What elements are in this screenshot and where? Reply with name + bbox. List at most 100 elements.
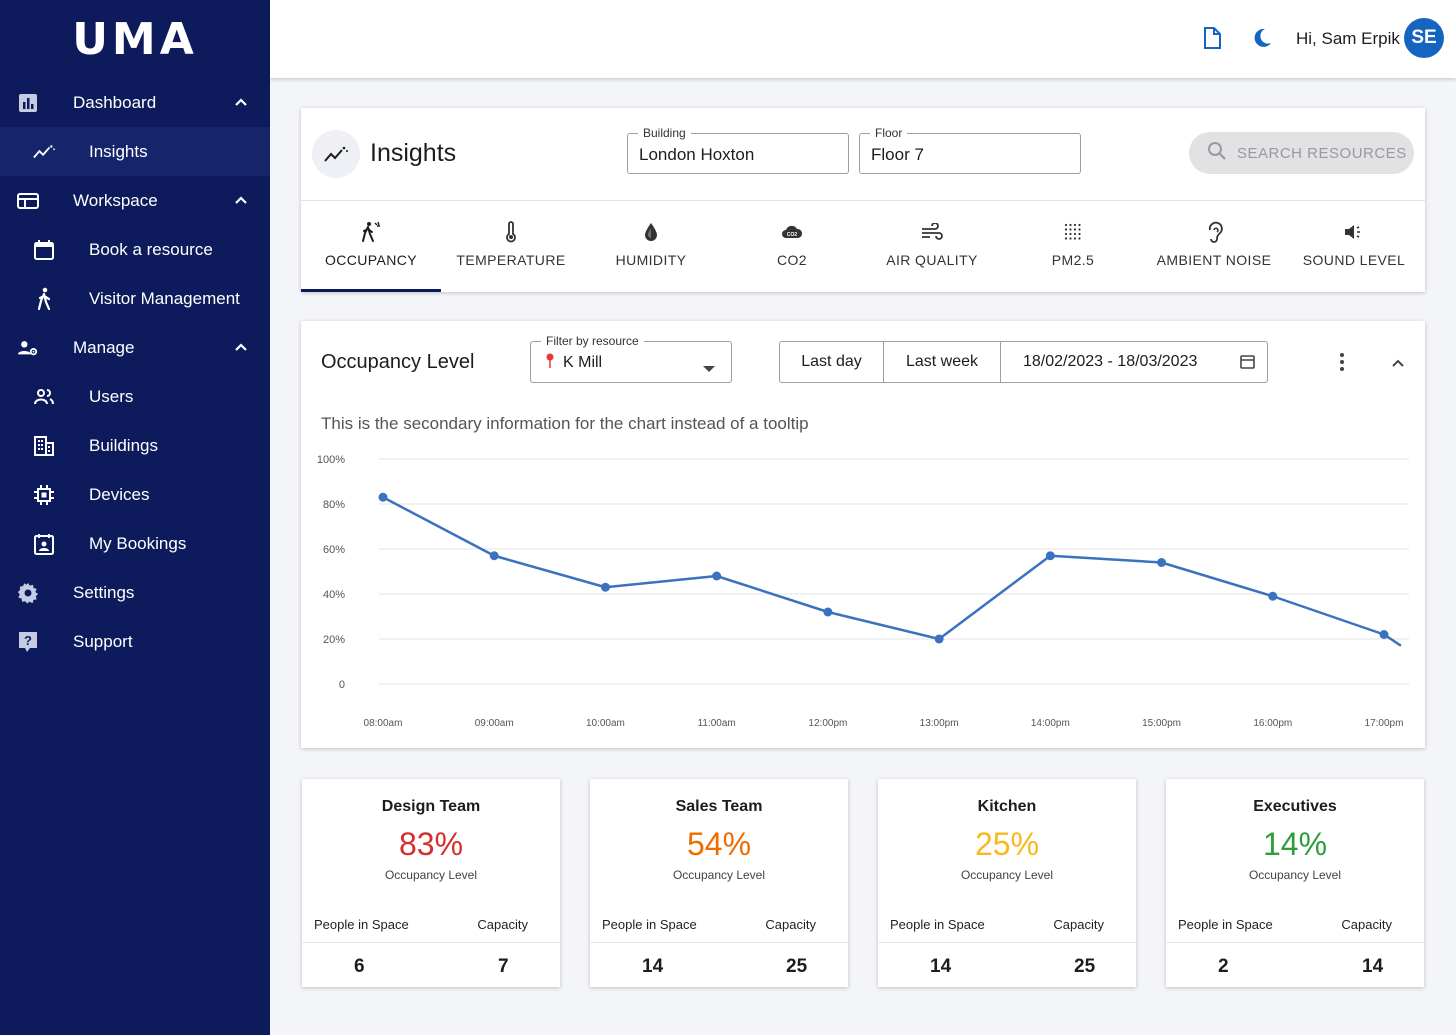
chevron-up-icon[interactable] — [1391, 355, 1405, 373]
floor-select[interactable]: Floor Floor 7 — [859, 126, 1081, 174]
occupancy-stat-card[interactable]: Executives 14% Occupancy Level People in… — [1166, 779, 1424, 987]
sidebar-item-visitor-management[interactable]: Visitor Management — [0, 274, 270, 323]
tab-pm25[interactable]: PM2.5 — [1003, 201, 1143, 292]
tab-ambient-noise[interactable]: AMBIENT NOISE — [1144, 201, 1284, 292]
sidebar-item-settings[interactable]: Settings — [0, 568, 270, 617]
stat-percent: 83% — [398, 826, 464, 862]
data-point[interactable] — [378, 492, 388, 502]
bookings-icon — [33, 533, 55, 555]
sidebar-item-dashboard[interactable]: Dashboard — [0, 78, 270, 127]
chevron-up-icon[interactable] — [234, 94, 248, 112]
tab-occupancy[interactable]: OCCUPANCY — [301, 201, 441, 292]
data-point[interactable] — [1157, 558, 1167, 567]
chip-icon — [33, 484, 55, 506]
sidebar-item-manage[interactable]: Manage — [0, 323, 270, 372]
tab-air-quality[interactable]: AIR QUALITY — [862, 201, 1002, 292]
data-point[interactable] — [934, 634, 944, 644]
tab-sound-level[interactable]: SOUND LEVEL — [1284, 201, 1424, 292]
data-point[interactable] — [1045, 551, 1055, 561]
last-week-button[interactable]: Last week — [884, 342, 1001, 382]
sidebar-item-book-resource[interactable]: Book a resource — [0, 225, 270, 274]
resource-filter-value: K Mill — [563, 354, 603, 371]
avatar[interactable]: SE — [1404, 18, 1444, 58]
floor-value: Floor 7 — [871, 145, 924, 164]
sidebar-item-label: Devices — [89, 484, 150, 504]
sidebar-item-label: Settings — [73, 582, 135, 602]
svg-text:?: ? — [24, 633, 32, 648]
data-point[interactable] — [823, 607, 833, 617]
building-select[interactable]: Building London Hoxton — [627, 126, 849, 174]
tabs-divider — [301, 200, 1425, 201]
search-resources-button[interactable]: SEARCH RESOURCES — [1189, 132, 1414, 174]
sidebar-item-users[interactable]: Users — [0, 372, 270, 421]
chart-subtitle: This is the secondary information for th… — [321, 414, 809, 433]
sidebar-item-label: Visitor Management — [89, 288, 240, 308]
sidebar-item-devices[interactable]: Devices — [0, 470, 270, 519]
stat-caption: Occupancy Level — [1248, 868, 1342, 882]
sidebar-item-my-bookings[interactable]: My Bookings — [0, 519, 270, 568]
tab-label: TEMPERATURE — [456, 252, 566, 268]
y-tick-label: 100% — [317, 454, 345, 466]
stat-title: Executives — [1253, 798, 1337, 815]
particles-icon — [1063, 221, 1083, 243]
sidebar-item-insights[interactable]: Insights — [0, 127, 270, 176]
chevron-up-icon[interactable] — [234, 192, 248, 210]
sidebar-item-workspace[interactable]: Workspace — [0, 176, 270, 225]
capacity-value: 14 — [1362, 956, 1384, 977]
svg-text:CO2: CO2 — [787, 232, 798, 238]
stat-caption: Occupancy Level — [672, 868, 766, 882]
occupancy-stat-card[interactable]: Kitchen 25% Occupancy Level People in Sp… — [878, 779, 1136, 987]
stat-percent: 25% — [974, 826, 1040, 862]
workspace-icon — [17, 190, 39, 212]
calendar-icon[interactable] — [1240, 354, 1255, 374]
document-icon[interactable] — [1201, 26, 1223, 55]
last-day-button[interactable]: Last day — [780, 342, 884, 382]
sidebar-item-label: Dashboard — [73, 92, 157, 112]
more-options-icon[interactable] — [1331, 351, 1353, 378]
tab-temperature[interactable]: TEMPERATURE — [441, 201, 581, 292]
chevron-up-icon[interactable] — [234, 339, 248, 357]
tab-co2[interactable]: CO2 CO2 — [722, 201, 862, 292]
resource-filter-label: Filter by resource — [541, 334, 644, 348]
date-range-picker[interactable]: 18/02/2023 - 18/03/2023 — [1001, 342, 1267, 382]
divider — [1166, 942, 1424, 943]
occupancy-stat-card[interactable]: Sales Team 54% Occupancy Level People in… — [590, 779, 848, 987]
stat-caption: Occupancy Level — [960, 868, 1054, 882]
sidebar-item-label: Buildings — [89, 435, 158, 455]
people-in-space-value: 2 — [1218, 956, 1229, 977]
walking-person-icon — [33, 287, 55, 310]
data-point[interactable] — [489, 551, 499, 561]
sidebar-item-buildings[interactable]: Buildings — [0, 421, 270, 470]
capacity-label: Capacity — [1053, 917, 1104, 932]
sidebar-item-support[interactable]: ? Support — [0, 617, 270, 666]
sidebar-item-label: Users — [89, 386, 134, 406]
x-tick-label: 13:00pm — [920, 718, 959, 729]
uma-logo[interactable]: UMA — [72, 13, 198, 65]
data-point[interactable] — [712, 571, 722, 581]
data-point[interactable] — [1379, 630, 1389, 639]
ear-icon — [1205, 221, 1223, 243]
occupancy-line-chart: 0 20% 40% 60% 80% 100% 08:00am 09:00am 10:00am 11… — [317, 454, 1409, 729]
co2-cloud-icon: CO2 — [781, 221, 803, 243]
gear-icon — [17, 582, 39, 604]
search-resources-label: SEARCH RESOURCES — [1237, 144, 1407, 162]
calendar-icon — [33, 239, 55, 261]
y-tick-label: 40% — [323, 589, 345, 601]
floor-label: Floor — [870, 126, 908, 140]
x-tick-label: 16:00pm — [1253, 718, 1292, 729]
resource-filter-select[interactable]: Filter by resource K Mill — [530, 334, 732, 383]
x-tick-label: 11:00am — [698, 718, 736, 729]
data-point[interactable] — [600, 582, 610, 592]
occupancy-series-line — [382, 496, 1402, 647]
dark-mode-moon-icon[interactable] — [1251, 26, 1273, 55]
divider — [590, 942, 848, 943]
stat-percent: 14% — [1262, 826, 1328, 862]
tab-humidity[interactable]: HUMIDITY — [581, 201, 721, 292]
dashboard-icon — [17, 92, 39, 114]
people-in-space-value: 14 — [642, 956, 664, 977]
people-in-space-label: People in Space — [314, 917, 409, 932]
occupancy-stat-card[interactable]: Design Team 83% Occupancy Level People i… — [302, 779, 560, 987]
data-point[interactable] — [1268, 591, 1278, 601]
y-tick-label: 20% — [323, 634, 345, 646]
date-range-value: 18/02/2023 - 18/03/2023 — [1023, 353, 1198, 370]
